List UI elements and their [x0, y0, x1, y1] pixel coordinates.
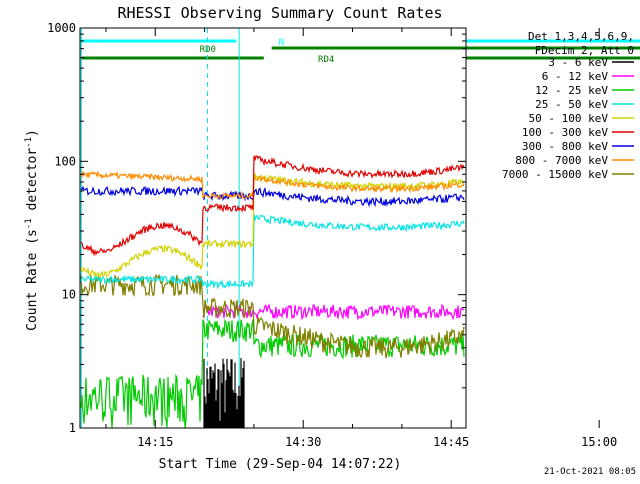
flag-bars: NRD0RD4 [81, 38, 640, 65]
y-axis-label-main: Count Rate (s [25, 229, 40, 331]
flag-n: N [81, 38, 640, 48]
legend-label: 6 - 12 keV [542, 70, 609, 83]
footer-date: 21-Oct-2021 08:05 [544, 467, 636, 477]
y-axis-label: Count Rate (s-1 detector-1) [24, 129, 40, 331]
plot-background [80, 28, 466, 428]
legend-header: Det 1,3,4,5,6,9, [528, 30, 634, 43]
series-12-25-kev [80, 318, 465, 428]
x-tick-label: 15:00 [581, 435, 617, 449]
series-3-6-kev [203, 358, 245, 428]
y-axis-label-mid: detector [25, 148, 40, 219]
x-axis-label: Start Time (29-Sep-04 14:07:22) [159, 457, 402, 472]
series-100-300-kev [80, 155, 465, 257]
plot-area [80, 28, 466, 428]
x-tick-label: 14:45 [433, 435, 469, 449]
flag-label: RD4 [318, 55, 334, 65]
event-markers [80, 28, 240, 428]
y-tick-label: 10 [62, 288, 76, 302]
series-300-800-kev [80, 185, 465, 208]
y-tick-label: 100 [54, 154, 76, 168]
legend-label: 25 - 50 keV [535, 98, 608, 111]
chart-title: RHESSI Observing Summary Count Rates [117, 4, 442, 22]
x-tick-label: 14:15 [137, 435, 173, 449]
flag-label: N [279, 38, 284, 48]
y-axis-label-end: ) [25, 129, 40, 137]
y-axis-label-sup1: -1 [24, 218, 34, 229]
legend: Det 1,3,4,5,6,9,FDecim 2, Att 03 - 6 keV… [502, 30, 634, 181]
series-6-12-kev [202, 303, 465, 321]
y-axis-label-sup2: -1 [24, 137, 34, 148]
legend-label: 7000 - 15000 keV [502, 168, 608, 181]
legend-label: 50 - 100 keV [529, 112, 609, 125]
series-25-50-kev [80, 214, 465, 290]
legend-label: 800 - 7000 keV [515, 154, 608, 167]
series-group [80, 155, 465, 428]
x-tick-label: 14:30 [285, 435, 321, 449]
axes-group: 110100100014:1514:3014:4515:0015:1515:30… [47, 21, 617, 449]
legend-label: 300 - 800 keV [522, 140, 608, 153]
series-7000-15000-kev [80, 273, 465, 359]
legend-label: 100 - 300 keV [522, 126, 608, 139]
series-800-7000-kev [80, 169, 465, 201]
plot-frame [79, 27, 467, 429]
y-tick-label: 1000 [47, 21, 76, 35]
flag-rd4: RD4 [81, 55, 640, 65]
legend-label: 3 - 6 keV [548, 56, 608, 69]
legend-label: 12 - 25 keV [535, 84, 608, 97]
legend-header: FDecim 2, Att 0 [535, 44, 634, 57]
y-tick-label: 1 [69, 421, 76, 435]
